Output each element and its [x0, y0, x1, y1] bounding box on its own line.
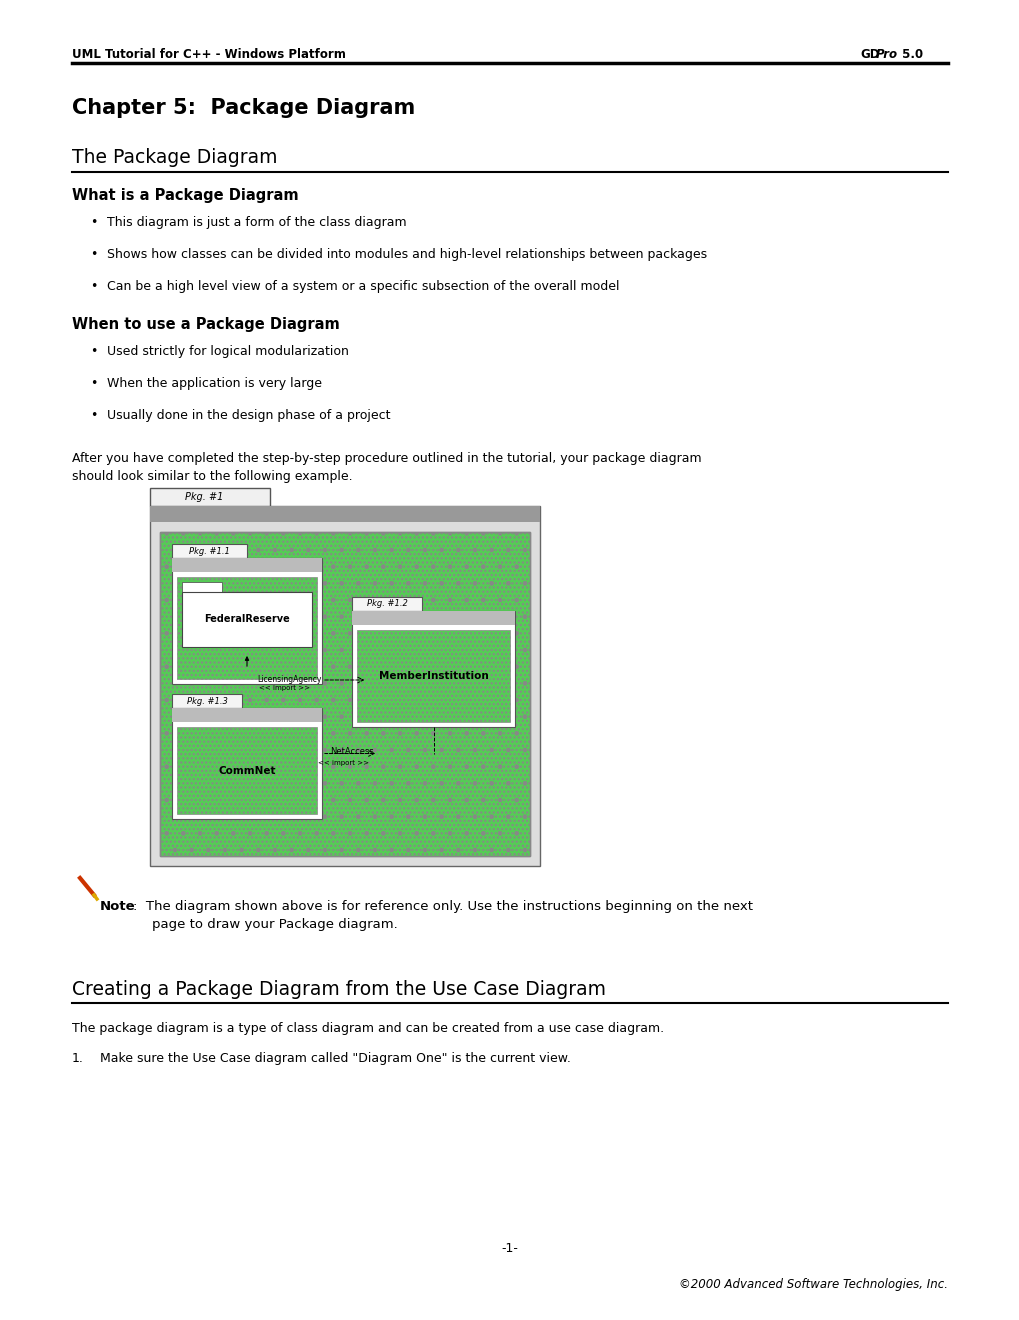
Text: •: •: [90, 216, 97, 228]
Bar: [172, 558, 322, 572]
Bar: [172, 708, 322, 818]
Text: NetAccess: NetAccess: [330, 747, 373, 755]
Bar: [172, 708, 322, 722]
Text: MemberInstitution: MemberInstitution: [378, 671, 488, 681]
Text: Creating a Package Diagram from the Use Case Diagram: Creating a Package Diagram from the Use …: [72, 979, 605, 999]
Bar: [150, 488, 270, 506]
Text: Pkg. #1.1: Pkg. #1.1: [189, 546, 229, 556]
Text: << import >>: << import >>: [318, 759, 369, 766]
Bar: [352, 597, 422, 611]
Bar: [172, 694, 242, 708]
Text: •: •: [90, 248, 97, 261]
Text: 1.: 1.: [72, 1052, 84, 1065]
Text: LicensingAgency: LicensingAgency: [257, 675, 321, 684]
Text: Chapter 5:  Package Diagram: Chapter 5: Package Diagram: [72, 98, 415, 117]
Bar: [150, 506, 539, 866]
Text: Shows how classes can be divided into modules and high-level relationships betwe: Shows how classes can be divided into mo…: [107, 248, 706, 261]
Text: GD: GD: [859, 48, 878, 61]
Text: When to use a Package Diagram: When to use a Package Diagram: [72, 317, 339, 333]
Text: :  The diagram shown above is for reference only. Use the instructions beginning: : The diagram shown above is for referen…: [132, 900, 752, 913]
Text: •: •: [90, 280, 97, 293]
Text: •: •: [90, 409, 97, 422]
Bar: [172, 544, 247, 558]
Text: •: •: [90, 345, 97, 358]
Text: The Package Diagram: The Package Diagram: [72, 148, 277, 168]
Text: ©2000 Advanced Software Technologies, Inc.: ©2000 Advanced Software Technologies, In…: [679, 1278, 947, 1291]
Text: When the application is very large: When the application is very large: [107, 378, 322, 389]
Text: 5.0: 5.0: [897, 48, 922, 61]
Text: The package diagram is a type of class diagram and can be created from a use cas: The package diagram is a type of class d…: [72, 1022, 663, 1035]
Text: Pkg. #1.3: Pkg. #1.3: [186, 697, 227, 705]
Bar: [150, 506, 539, 521]
Text: This diagram is just a form of the class diagram: This diagram is just a form of the class…: [107, 216, 407, 228]
Text: After you have completed the step-by-step procedure outlined in the tutorial, yo: After you have completed the step-by-ste…: [72, 451, 701, 465]
Text: Make sure the Use Case diagram called "Diagram One" is the current view.: Make sure the Use Case diagram called "D…: [100, 1052, 571, 1065]
Text: Pro: Pro: [875, 48, 898, 61]
Bar: [160, 532, 530, 855]
Text: Usually done in the design phase of a project: Usually done in the design phase of a pr…: [107, 409, 390, 422]
Text: should look similar to the following example.: should look similar to the following exa…: [72, 470, 353, 483]
Bar: [181, 591, 312, 647]
Bar: [177, 577, 317, 678]
Bar: [352, 611, 515, 624]
Text: << import >>: << import >>: [259, 685, 310, 690]
Bar: [357, 630, 510, 722]
Bar: [352, 611, 515, 727]
Bar: [177, 727, 317, 814]
Bar: [160, 532, 530, 855]
Text: FederalReserve: FederalReserve: [204, 615, 289, 624]
Text: Note: Note: [100, 900, 136, 913]
Text: •: •: [90, 378, 97, 389]
Text: What is a Package Diagram: What is a Package Diagram: [72, 187, 299, 203]
Text: Used strictly for logical modularization: Used strictly for logical modularization: [107, 345, 348, 358]
Text: UML Tutorial for C++ - Windows Platform: UML Tutorial for C++ - Windows Platform: [72, 48, 345, 61]
Text: Pkg. #1.2: Pkg. #1.2: [367, 599, 408, 609]
Text: page to draw your Package diagram.: page to draw your Package diagram.: [152, 917, 397, 931]
Text: CommNet: CommNet: [218, 766, 275, 776]
Bar: [172, 558, 322, 684]
Bar: [181, 582, 222, 591]
Text: -1-: -1-: [501, 1242, 518, 1255]
Text: Can be a high level view of a system or a specific subsection of the overall mod: Can be a high level view of a system or …: [107, 280, 619, 293]
Text: Pkg. #1: Pkg. #1: [184, 492, 223, 502]
